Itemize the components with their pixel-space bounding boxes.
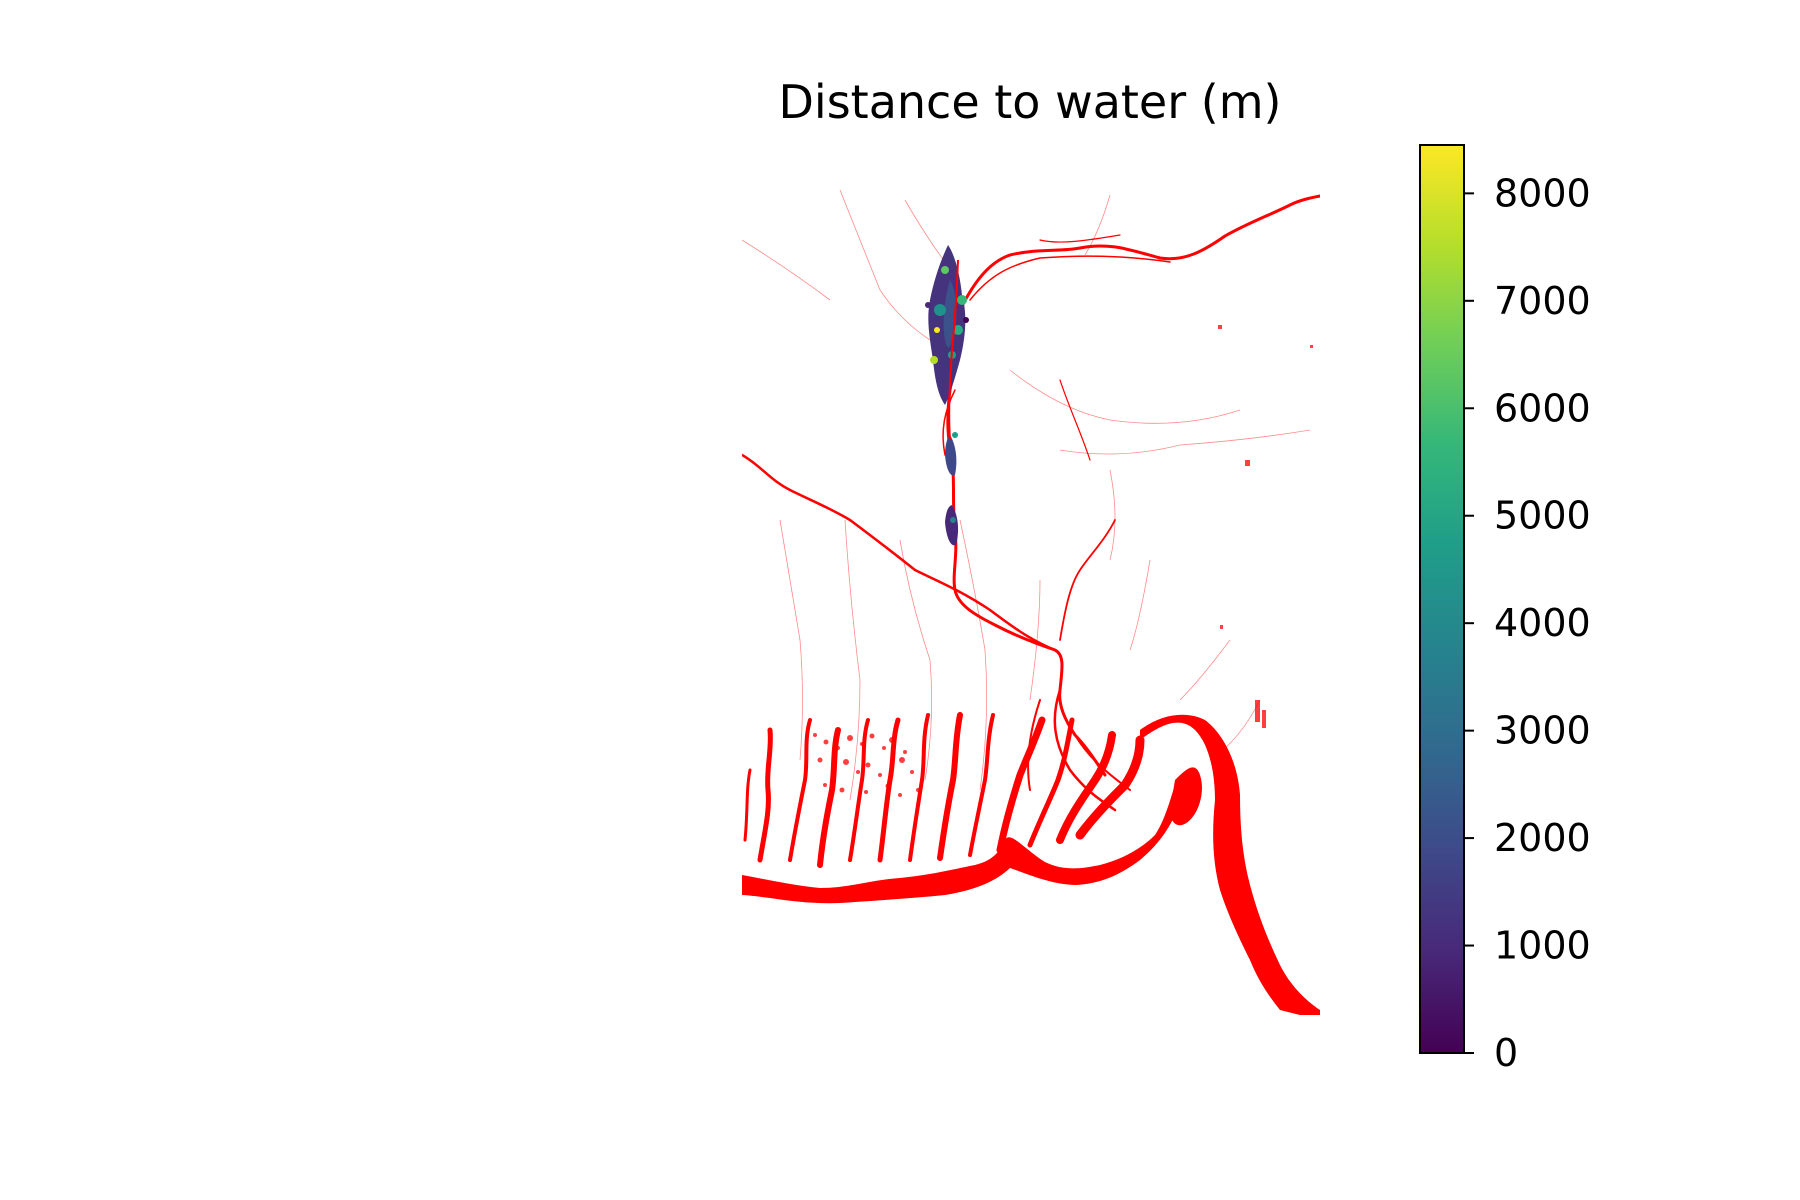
delta-channels (743, 712, 1145, 868)
colorbar-ticks: 0 1000 2000 3000 4000 5000 6000 7000 8000 (1464, 171, 1591, 1075)
colorbar-gradient (1419, 144, 1465, 1054)
colorbar-tick-label: 0 (1494, 1031, 1518, 1075)
colorbar-tick-label: 1000 (1494, 924, 1591, 968)
colorbar-tick-label: 3000 (1494, 709, 1591, 753)
distance-raster (925, 245, 969, 546)
colorbar-tick-label: 6000 (1494, 386, 1591, 430)
colorbar-tick-label: 8000 (1494, 171, 1591, 215)
colorbar-tick-label: 5000 (1494, 494, 1591, 538)
minor-streams (742, 189, 1311, 801)
delta-marsh (813, 325, 1313, 797)
colorbar-tick-label: 2000 (1494, 816, 1591, 860)
map-title: Distance to water (m) (779, 75, 1282, 129)
colorbar-tick-label: 4000 (1494, 601, 1591, 645)
main-river (742, 298, 1131, 812)
colorbar-tick-label: 7000 (1494, 279, 1591, 323)
northern-river (958, 194, 1320, 312)
map-area (742, 189, 1320, 1015)
coastal-estuary (742, 714, 1320, 1015)
colorbar: 0 1000 2000 3000 4000 5000 6000 7000 8000 (1419, 144, 1591, 1075)
river-over-raster (948, 259, 959, 441)
